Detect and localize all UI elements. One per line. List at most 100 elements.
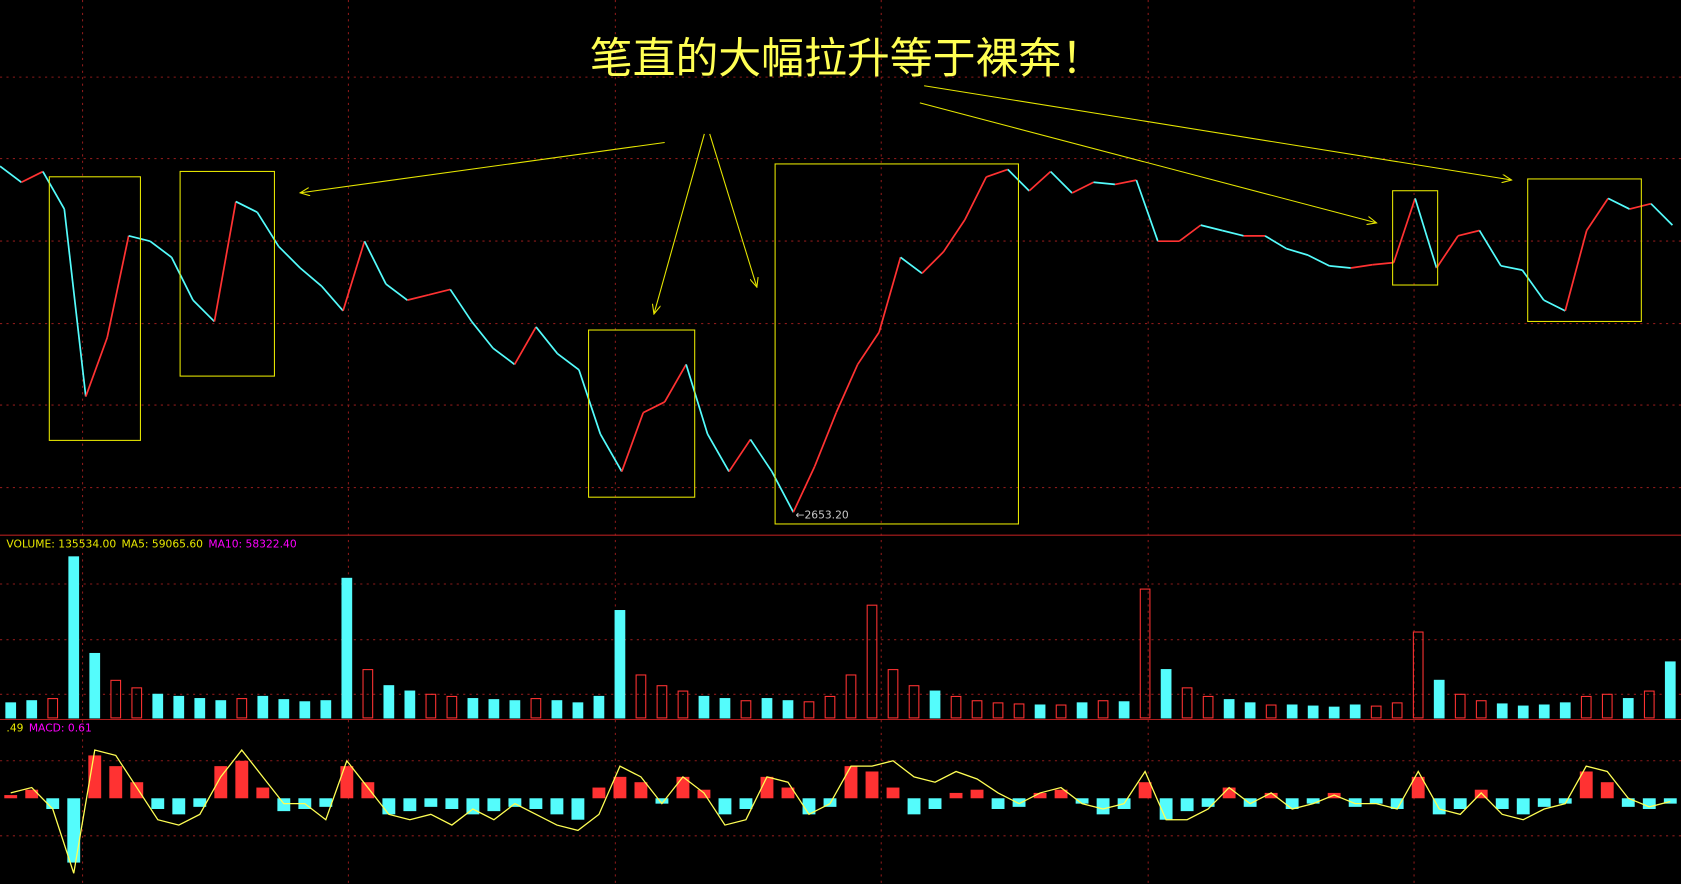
volume-bar <box>5 702 17 719</box>
price-segment <box>749 438 773 473</box>
macd-bar <box>382 798 396 815</box>
volume-bar <box>614 610 626 719</box>
price-segment <box>921 251 945 274</box>
volume-bar <box>1454 693 1466 719</box>
annotation-boxes <box>48 163 1642 525</box>
macd-bar <box>340 766 354 799</box>
price-segment <box>620 412 645 472</box>
volume-bar <box>1538 704 1550 719</box>
volume-bar <box>131 687 143 719</box>
macd-bar <box>4 795 18 799</box>
legend-label: MACD: 0.61 <box>29 722 92 735</box>
volume-bar <box>173 695 185 719</box>
volume-bar <box>1475 700 1487 719</box>
volume-bar <box>404 690 416 719</box>
price-segment <box>878 257 902 333</box>
macd-bar <box>1306 798 1320 804</box>
price-segment <box>578 369 602 435</box>
highlight-box <box>179 170 275 377</box>
macd-bar <box>1474 789 1488 799</box>
volume-bar <box>1013 703 1025 719</box>
price-segment <box>385 283 408 301</box>
macd-bar <box>970 789 984 799</box>
macd-bar <box>403 798 417 812</box>
macd-bar <box>865 771 879 799</box>
price-segment <box>471 321 494 349</box>
volume-bar <box>1496 703 1508 719</box>
macd-bar <box>1033 792 1047 799</box>
price-segment <box>942 219 966 253</box>
volume-bar <box>719 698 731 719</box>
price-segment <box>1329 264 1351 269</box>
price-segment <box>1028 170 1052 192</box>
volume-bar <box>1244 702 1256 719</box>
volume-bar <box>1559 702 1571 719</box>
price-segment <box>235 200 258 214</box>
macd-bar <box>844 766 858 799</box>
macd-bar <box>1201 798 1215 807</box>
price-segment <box>813 412 838 467</box>
macd-bar <box>193 798 207 807</box>
macd-bar <box>1558 798 1572 804</box>
volume-bar <box>656 685 668 719</box>
volume-bar <box>551 700 563 719</box>
macd-bar <box>214 766 228 799</box>
legend-label: MA10: 58322.40 <box>208 537 296 550</box>
volume-bar <box>908 685 920 719</box>
volume-bar <box>1055 704 1067 719</box>
price-segment <box>170 256 194 301</box>
volume-bar <box>1118 701 1130 719</box>
price-segment <box>1478 230 1502 267</box>
price-segment <box>856 331 880 365</box>
macd-bar <box>1411 776 1425 799</box>
volume-bar <box>530 698 542 719</box>
price-segment <box>599 433 623 472</box>
price-segment <box>1050 170 1073 194</box>
macd-bar <box>1138 782 1152 799</box>
macd-bar <box>1600 782 1614 799</box>
highlight-box <box>1392 190 1439 286</box>
volume-bar <box>572 702 584 719</box>
price-segment <box>1521 269 1545 301</box>
price-segment <box>1564 230 1588 312</box>
price-segment <box>449 288 473 323</box>
volume-bar <box>866 604 878 719</box>
macd-bar <box>1369 798 1383 804</box>
macd-bar <box>1579 771 1593 799</box>
macd-bar <box>67 798 81 863</box>
volume-bar <box>992 702 1004 719</box>
volume-bar <box>257 695 269 719</box>
macd-bar <box>172 798 186 815</box>
price-segment <box>342 240 366 312</box>
price-segment <box>986 168 1009 178</box>
macd-bar <box>949 792 963 799</box>
price-segment <box>1543 299 1566 312</box>
volume-bar <box>1664 661 1676 719</box>
price-segment <box>835 364 859 413</box>
price-segment <box>363 240 387 285</box>
macd-bar <box>1012 798 1026 807</box>
volume-bar <box>1307 705 1319 719</box>
volume-bar <box>1349 704 1361 719</box>
volume-bar <box>1622 698 1634 719</box>
price-segment <box>964 176 988 221</box>
volume-bar <box>1580 695 1592 719</box>
volume-bar <box>1328 706 1340 719</box>
volume-bar <box>341 577 353 719</box>
macd-bar <box>529 798 543 809</box>
macd-bar <box>1096 798 1110 815</box>
macd-bar <box>613 776 627 799</box>
volume-bar <box>89 652 101 719</box>
price-segment <box>728 438 752 473</box>
price-segment <box>1178 224 1202 242</box>
price-segment <box>84 337 109 397</box>
macd-bar <box>508 798 522 807</box>
volume-bar <box>803 701 815 719</box>
price-segment <box>1350 263 1373 269</box>
volume-bar <box>278 699 290 719</box>
volume-bar <box>845 674 857 719</box>
volume-bar <box>509 700 521 719</box>
volume-bar <box>383 685 395 719</box>
